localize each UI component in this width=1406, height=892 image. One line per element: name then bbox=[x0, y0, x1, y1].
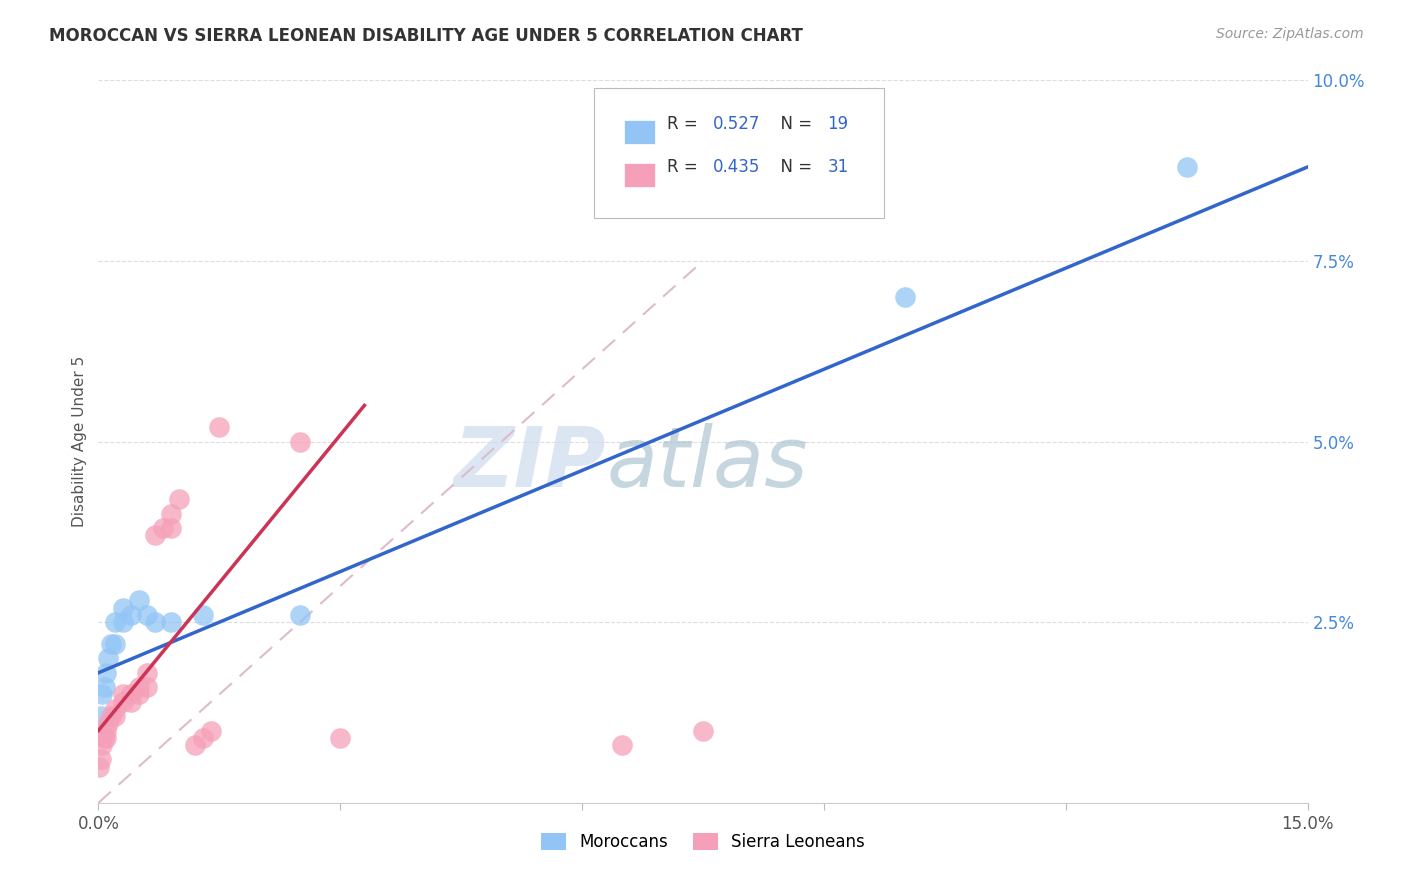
Point bbox=[103, 709, 125, 723]
FancyBboxPatch shape bbox=[624, 120, 655, 144]
Point bbox=[103, 615, 125, 630]
Legend: Moroccans, Sierra Leoneans: Moroccans, Sierra Leoneans bbox=[533, 825, 873, 860]
Point bbox=[91, 738, 114, 752]
Point bbox=[184, 738, 207, 752]
Point bbox=[111, 615, 134, 630]
Point bbox=[208, 420, 231, 434]
Point bbox=[128, 680, 150, 694]
Point bbox=[111, 600, 134, 615]
Text: R =: R = bbox=[666, 158, 703, 176]
Point bbox=[128, 687, 150, 701]
Point bbox=[90, 752, 112, 766]
Point bbox=[97, 716, 120, 731]
Point bbox=[100, 709, 122, 723]
Point bbox=[120, 607, 142, 622]
Point bbox=[97, 651, 120, 665]
Point bbox=[200, 723, 222, 738]
Point bbox=[103, 702, 125, 716]
Text: 0.435: 0.435 bbox=[713, 158, 761, 176]
Point bbox=[120, 687, 142, 701]
Point bbox=[893, 290, 915, 304]
Point bbox=[96, 723, 118, 738]
Point bbox=[100, 637, 122, 651]
Point bbox=[90, 709, 112, 723]
FancyBboxPatch shape bbox=[624, 163, 655, 186]
Text: 0.527: 0.527 bbox=[713, 115, 761, 133]
Point bbox=[692, 723, 714, 738]
Text: R =: R = bbox=[666, 115, 703, 133]
Point bbox=[94, 680, 117, 694]
Point bbox=[329, 731, 352, 745]
Point bbox=[135, 607, 157, 622]
FancyBboxPatch shape bbox=[595, 87, 884, 218]
Point bbox=[143, 528, 166, 542]
Point bbox=[89, 760, 111, 774]
Text: ZIP: ZIP bbox=[454, 423, 606, 504]
Point bbox=[193, 607, 215, 622]
Text: N =: N = bbox=[769, 115, 817, 133]
Point bbox=[91, 687, 114, 701]
Point bbox=[120, 695, 142, 709]
Text: N =: N = bbox=[769, 158, 817, 176]
Point bbox=[111, 695, 134, 709]
Point bbox=[193, 731, 215, 745]
Point bbox=[111, 687, 134, 701]
Point bbox=[128, 593, 150, 607]
Point bbox=[93, 731, 115, 745]
Point bbox=[152, 521, 174, 535]
Point bbox=[1175, 160, 1198, 174]
Point bbox=[288, 434, 311, 449]
Text: MOROCCAN VS SIERRA LEONEAN DISABILITY AGE UNDER 5 CORRELATION CHART: MOROCCAN VS SIERRA LEONEAN DISABILITY AG… bbox=[49, 27, 803, 45]
Point bbox=[103, 637, 125, 651]
Point bbox=[96, 731, 118, 745]
Point bbox=[96, 665, 118, 680]
Text: 19: 19 bbox=[828, 115, 849, 133]
Point bbox=[160, 521, 183, 535]
Text: atlas: atlas bbox=[606, 423, 808, 504]
Point bbox=[160, 615, 183, 630]
Point bbox=[135, 680, 157, 694]
Text: Source: ZipAtlas.com: Source: ZipAtlas.com bbox=[1216, 27, 1364, 41]
Point bbox=[167, 492, 190, 507]
Point bbox=[288, 607, 311, 622]
Point bbox=[612, 738, 634, 752]
Text: 31: 31 bbox=[828, 158, 849, 176]
Point bbox=[135, 665, 157, 680]
Point bbox=[160, 507, 183, 521]
Point bbox=[143, 615, 166, 630]
Y-axis label: Disability Age Under 5: Disability Age Under 5 bbox=[72, 356, 87, 527]
